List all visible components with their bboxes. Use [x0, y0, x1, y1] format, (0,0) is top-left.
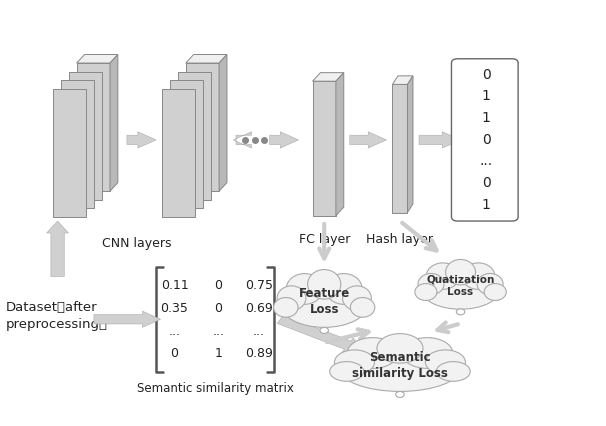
Text: Quatization
Loss: Quatization Loss	[427, 274, 494, 296]
Text: 0: 0	[214, 301, 222, 314]
Text: 0: 0	[214, 279, 222, 292]
Polygon shape	[419, 132, 461, 149]
Ellipse shape	[377, 334, 423, 363]
Polygon shape	[350, 132, 387, 149]
Text: 0: 0	[482, 132, 490, 147]
Polygon shape	[313, 82, 336, 216]
Text: 1: 1	[482, 111, 490, 125]
Polygon shape	[76, 55, 118, 64]
Ellipse shape	[335, 350, 375, 374]
Ellipse shape	[281, 282, 368, 328]
Ellipse shape	[330, 362, 364, 381]
Polygon shape	[127, 132, 156, 149]
Ellipse shape	[402, 338, 453, 368]
Ellipse shape	[325, 274, 362, 305]
Polygon shape	[178, 72, 211, 200]
Polygon shape	[53, 89, 87, 217]
Text: FC layer: FC layer	[299, 232, 350, 245]
Ellipse shape	[426, 263, 459, 290]
Text: 0: 0	[170, 346, 179, 359]
Text: Feature
Loss: Feature Loss	[299, 286, 350, 315]
Ellipse shape	[277, 286, 306, 311]
Text: 0.75: 0.75	[245, 279, 273, 292]
Ellipse shape	[339, 345, 461, 391]
Ellipse shape	[418, 274, 444, 295]
Text: 0.69: 0.69	[245, 301, 273, 314]
Ellipse shape	[415, 284, 437, 301]
Ellipse shape	[477, 274, 503, 295]
Text: ...: ...	[479, 154, 493, 168]
Ellipse shape	[484, 284, 506, 301]
Text: CNN layers: CNN layers	[102, 236, 171, 249]
Polygon shape	[393, 77, 413, 85]
Ellipse shape	[436, 362, 470, 381]
Circle shape	[396, 391, 404, 397]
Ellipse shape	[286, 274, 323, 305]
Polygon shape	[336, 73, 344, 216]
Polygon shape	[219, 55, 227, 192]
Ellipse shape	[347, 338, 398, 368]
Text: 1: 1	[482, 89, 490, 103]
Text: Dataset（after
preprocessing）: Dataset（after preprocessing）	[6, 300, 108, 330]
Text: 0: 0	[482, 176, 490, 190]
Circle shape	[456, 309, 465, 315]
Text: 0.11: 0.11	[161, 279, 188, 292]
Ellipse shape	[308, 270, 341, 299]
Text: 0: 0	[482, 68, 490, 81]
Polygon shape	[233, 132, 251, 149]
Text: 0.89: 0.89	[245, 346, 273, 359]
Text: 1: 1	[482, 197, 490, 211]
Polygon shape	[407, 77, 413, 213]
Polygon shape	[61, 81, 95, 209]
Text: Semantic similarity matrix: Semantic similarity matrix	[137, 381, 293, 394]
Polygon shape	[94, 311, 161, 328]
Ellipse shape	[342, 286, 371, 311]
Text: ...: ...	[168, 324, 181, 337]
Polygon shape	[185, 64, 219, 192]
Polygon shape	[313, 73, 344, 82]
Ellipse shape	[462, 263, 495, 290]
FancyBboxPatch shape	[451, 60, 518, 222]
Bar	[156, 268, 274, 371]
Text: Semantic
similarity Loss: Semantic similarity Loss	[352, 350, 448, 379]
Text: ...: ...	[253, 324, 265, 337]
Polygon shape	[270, 132, 299, 149]
Ellipse shape	[350, 298, 375, 317]
Polygon shape	[170, 81, 203, 209]
Ellipse shape	[445, 260, 476, 285]
Polygon shape	[110, 55, 118, 192]
Polygon shape	[69, 72, 102, 200]
Ellipse shape	[273, 298, 298, 317]
Text: 1: 1	[215, 346, 222, 359]
Polygon shape	[47, 222, 68, 277]
Polygon shape	[76, 64, 110, 192]
Text: 0.35: 0.35	[161, 301, 188, 314]
Ellipse shape	[425, 350, 465, 374]
Polygon shape	[162, 89, 195, 217]
Polygon shape	[393, 85, 407, 213]
Polygon shape	[185, 55, 227, 64]
Polygon shape	[277, 315, 364, 352]
Circle shape	[320, 328, 328, 334]
Text: ...: ...	[212, 324, 224, 337]
Text: Hash layer: Hash layer	[367, 232, 433, 245]
Ellipse shape	[421, 270, 500, 309]
